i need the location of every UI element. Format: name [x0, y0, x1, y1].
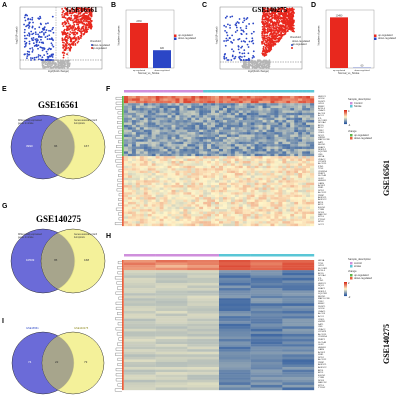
bar-b-xlabel: Normal_vs_Stroke [138, 72, 159, 75]
panel-label-f: F [106, 86, 110, 93]
venn-g-right-count: 168 [84, 259, 89, 262]
bar-d-legend-swatch-up [374, 35, 377, 38]
bar-b-up [130, 23, 148, 68]
bar-b-legend-down: down-regulated [178, 37, 196, 40]
venn-e-left-count: 3990 [26, 145, 33, 148]
volcano-c-dataset-title: GSE140275 [252, 6, 287, 14]
panel-label-i: I [2, 318, 4, 325]
bar-b-value-0: 2330 [136, 20, 142, 23]
panel-label-h: H [106, 233, 111, 240]
heatmap-f-legend-scale-min: -4 [348, 124, 350, 127]
heatmap-h-legend-down: down-regulated [354, 277, 372, 280]
venn-g-left-count: 10533 [26, 259, 34, 262]
venn-e-right-count: 167 [84, 145, 89, 148]
bar-d-value-0: 10480 [336, 14, 343, 17]
venn-diagram-i: GSE16561 GSE140275 74 22 73 [6, 325, 111, 397]
volcano-a-legend-up: up-regulated [92, 47, 107, 50]
heatmap-h-legend [344, 262, 353, 296]
venn-g-right-label: Genes associated with ferroptosis [74, 234, 100, 239]
bar-b-ylabel: Number of genes [117, 26, 120, 46]
bar-d-up [330, 17, 348, 68]
panel-label-e: E [2, 86, 7, 93]
heatmap-f-legend-stroke: Stroke [354, 105, 362, 108]
venn-e-overlap-count: 96 [54, 145, 57, 148]
venn-diagram-g: Differentially expressed genes in stroke… [6, 226, 111, 296]
heatmap-h-gene-label: PTGS2 [318, 387, 329, 390]
volcano-c-legend-dot-up [291, 47, 293, 49]
heatmap-h-cells [124, 260, 314, 390]
venn-e-left-label: Differentially expressed genes in stroke [18, 120, 44, 125]
venn-i-svg [6, 325, 111, 397]
panel-label-a: A [2, 2, 7, 9]
volcano-a-dataset-title: GSE16561 [66, 6, 98, 14]
heatmap-h-legend-scale-min: -2 [348, 296, 350, 299]
bar-d-ylabel: Number of genes [317, 26, 320, 46]
heatmap-f-cells [124, 96, 314, 226]
venn-g-left-label: Differentially expressed genes in stroke [18, 234, 44, 239]
heatmap-f-legend-sample-title: Sample_description [348, 98, 371, 101]
heatmap-h-legend-sample-title: Sample_description [348, 258, 371, 261]
volcano-a-ylabel: -log10(P-value) [15, 27, 18, 45]
bar-d-legend-swatch-down [374, 38, 377, 41]
heatmap-f-svg [112, 88, 400, 232]
heatmap-f-legend [344, 102, 353, 140]
heatmap-h-legend-scale-max: 2 [348, 282, 349, 285]
heatmap-f-row-dendrogram [115, 97, 122, 225]
heatmap-h-side-title: GSE140275 [382, 324, 391, 364]
heatmap-h-row-dendrogram [115, 261, 122, 391]
venn-diagram-e: Differentially expressed genes in stroke… [6, 112, 111, 182]
heatmap-f-side-title: GSE16561 [382, 160, 391, 196]
heatmap-h-legend-change-title: change [348, 270, 357, 273]
volcano-a-xlabel: log2(Fold change) [48, 70, 69, 73]
bar-d-xlabel: Normal_vs_Stroke [338, 72, 359, 75]
volcano-c-legend-up: up-regulated [292, 43, 307, 46]
venn-e-title: GSE16561 [38, 100, 79, 110]
venn-i-overlap-count: 22 [55, 361, 58, 364]
heatmap-f-gene-label: GOT1 [318, 224, 329, 226]
venn-i-left-count: 74 [28, 361, 31, 364]
volcano-c-legend-title: threshold [290, 36, 301, 39]
heatmap-f-legend-scale-max: 4 [348, 110, 349, 113]
volcano-plot-a: GSE16561 log2(Fold change) -log10(P-valu… [12, 4, 104, 78]
volcano-plot-c: GSE140275 log2(Fold change) -log10(P-val… [212, 4, 304, 78]
volcano-a-legend-title: threshold [90, 40, 101, 43]
bar-b-value-1: 920 [160, 47, 165, 50]
venn-e-right-label: Genes associated with ferroptosis [74, 120, 100, 125]
bar-b-legend-swatch-up [174, 35, 177, 38]
venn-g-title: GSE140275 [36, 214, 81, 224]
bar-d-legend-down: down-regulated [378, 37, 396, 40]
heatmap-f-legend-change-title: change [348, 130, 357, 133]
venn-g-overlap-count: 95 [54, 259, 57, 262]
heatmap-f-legend-down: down-regulated [354, 137, 372, 140]
venn-i-left-title: GSE16561 [26, 327, 39, 330]
volcano-c-xlabel: log2(Fold change) [248, 70, 269, 73]
venn-i-right-title: GSE140275 [74, 327, 88, 330]
panel-label-c: C [202, 2, 207, 9]
volcano-c-svg [212, 4, 304, 78]
bar-b-down [153, 50, 171, 68]
heatmap-h-legend-stroke: stroke [354, 265, 361, 268]
venn-i-right-count: 73 [84, 361, 87, 364]
panel-label-g: G [2, 203, 7, 210]
volcano-c-ylabel: -log10(P-value) [215, 27, 218, 45]
bar-b-legend-swatch-down [174, 38, 177, 41]
